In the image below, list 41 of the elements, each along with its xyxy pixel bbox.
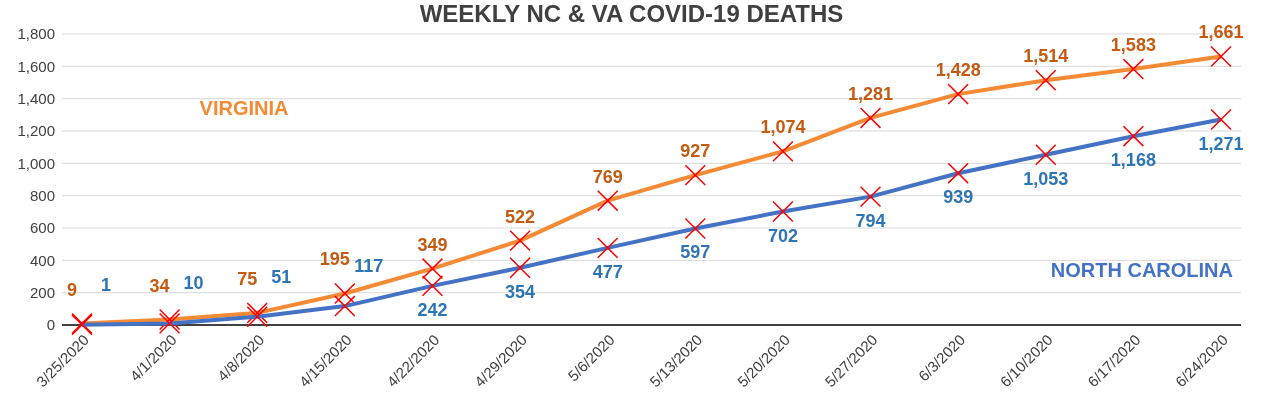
data-label: 927 [680, 141, 711, 162]
data-label: 1,074 [760, 117, 806, 138]
data-label: 1,053 [1023, 168, 1069, 189]
data-label: 1,271 [1198, 133, 1244, 154]
y-tick-label: 0 [46, 316, 55, 334]
data-label: 1,661 [1198, 22, 1244, 43]
data-label: 75 [237, 268, 258, 289]
chart-title: WEEKLY NC & VA COVID-19 DEATHS [419, 0, 844, 27]
y-tick-label: 1,000 [17, 154, 55, 172]
data-label: 1,514 [1023, 46, 1069, 67]
data-label: 769 [592, 166, 623, 187]
data-label: 9 [66, 279, 78, 300]
y-tick-label: 1,200 [17, 122, 55, 140]
text: VIRGINIA [199, 96, 289, 119]
data-label: 1,583 [1110, 35, 1156, 56]
data-label: 702 [767, 225, 798, 246]
data-label: 1,281 [848, 83, 894, 104]
data-label: 242 [417, 299, 448, 320]
y-tick-label: 1,600 [17, 57, 55, 75]
data-label: 1,168 [1110, 150, 1156, 171]
y-tick-label: 1,800 [17, 25, 55, 43]
text: NORTH CAROLINA [1050, 258, 1233, 281]
data-label: 10 [183, 273, 204, 294]
data-label: 34 [149, 275, 170, 296]
data-label: 939 [943, 187, 974, 208]
y-tick-label: 600 [29, 219, 55, 237]
data-label: 794 [855, 210, 886, 231]
data-label: 51 [271, 266, 292, 287]
data-label: 349 [417, 234, 448, 255]
y-tick-label: 200 [29, 283, 55, 301]
data-label: 597 [680, 242, 711, 263]
data-label: 1 [100, 274, 112, 295]
data-label: 1,428 [935, 60, 981, 81]
data-label: 195 [319, 249, 350, 270]
y-tick-label: 1,400 [17, 89, 55, 107]
data-label: 117 [354, 256, 384, 277]
y-tick-label: 400 [29, 251, 55, 269]
data-label: 477 [592, 261, 623, 282]
y-tick-label: 800 [29, 186, 55, 204]
data-label: 354 [505, 281, 536, 302]
data-label: 522 [505, 206, 536, 227]
